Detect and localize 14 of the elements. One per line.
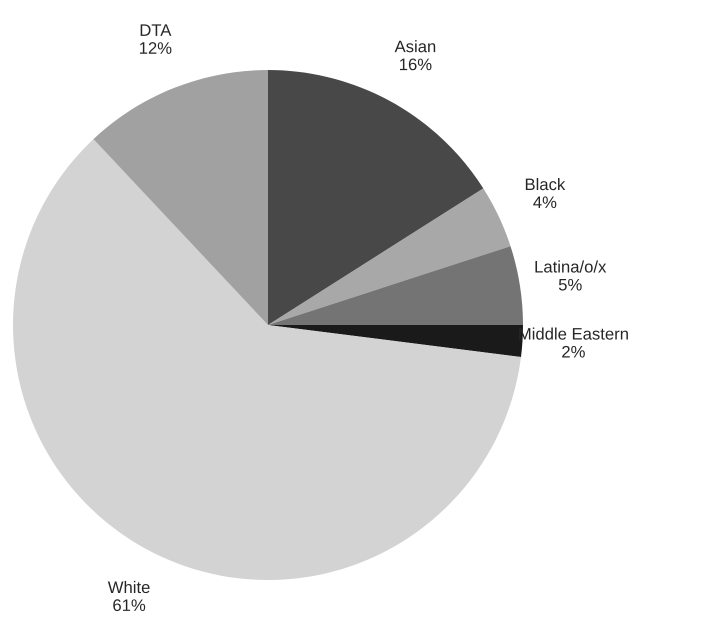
data-label: 5% [558,278,582,291]
data-label: 12% [140,42,172,54]
data-label: 16% [400,58,432,70]
slice-label: DTA [140,24,172,36]
slice-label: Asian [394,40,436,52]
slice-label: Black [526,178,566,190]
slice-label: White [108,580,150,594]
pie-slice [268,70,484,325]
data-label: 2% [562,346,585,358]
pie-slice [268,246,523,325]
data-label: 4% [533,196,556,208]
pie-slice [13,139,521,580]
data-label: 61% [113,599,146,612]
slice-label: Latina/o/x [535,260,606,273]
